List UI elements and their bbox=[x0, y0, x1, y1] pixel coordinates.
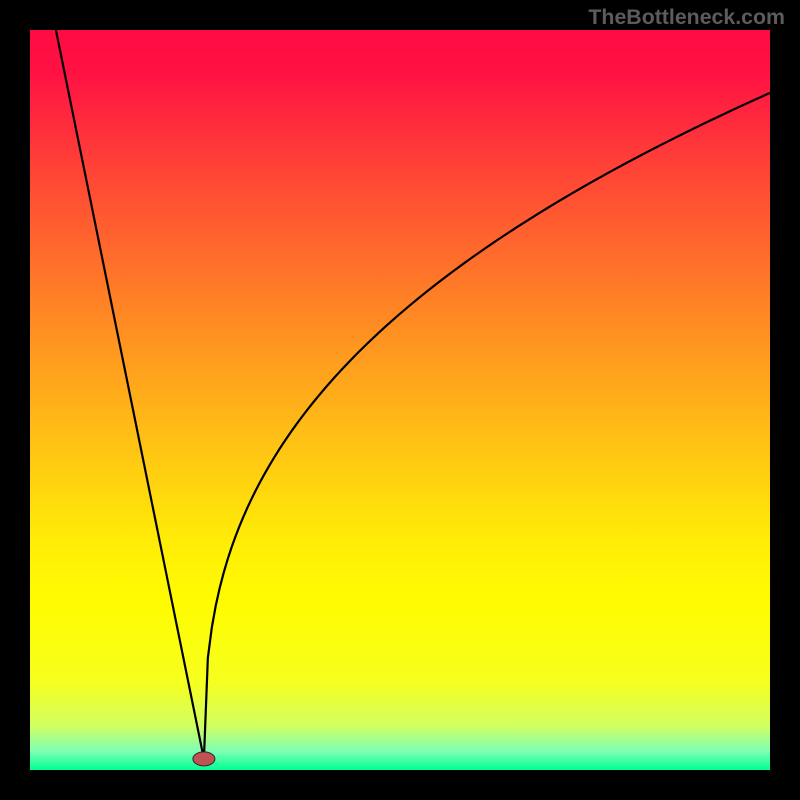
chart-background bbox=[30, 30, 770, 770]
chart-container: TheBottleneck.com bbox=[0, 0, 800, 800]
bottleneck-marker bbox=[193, 752, 215, 766]
chart-plot-area bbox=[30, 30, 770, 770]
watermark-text: TheBottleneck.com bbox=[588, 5, 785, 30]
chart-svg bbox=[30, 30, 770, 770]
